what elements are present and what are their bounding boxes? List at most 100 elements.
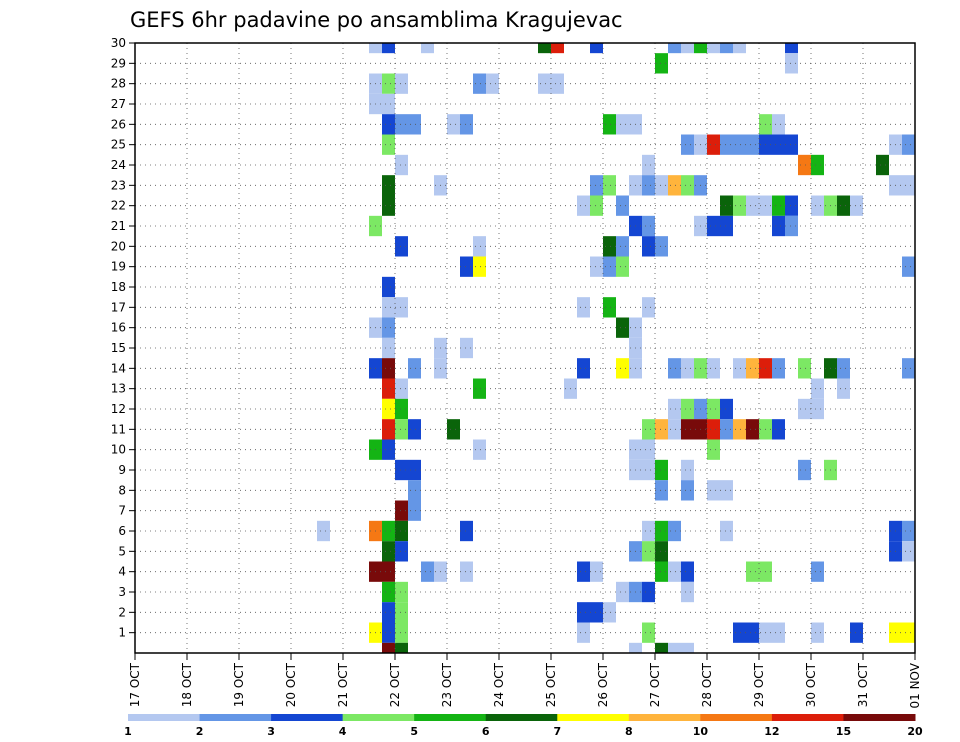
heatmap-cell — [642, 297, 655, 318]
heatmap-cell — [668, 43, 681, 54]
heatmap-cell — [395, 398, 408, 420]
colorbar-tick-label: 10 — [693, 725, 709, 738]
heatmap-cell — [642, 541, 655, 562]
y-tick-label: 20 — [111, 239, 126, 253]
x-tick-label: 26 OCT — [596, 662, 610, 707]
heatmap-cell — [733, 419, 746, 440]
heatmap-cell — [811, 398, 824, 420]
heatmap-cell — [902, 520, 915, 542]
heatmap-cell — [811, 154, 824, 176]
heatmap-cell — [577, 195, 590, 216]
heatmap-cell — [616, 195, 629, 216]
y-tick-label: 1 — [118, 626, 126, 640]
heatmap-cell — [798, 459, 811, 481]
heatmap-cell — [538, 73, 551, 94]
colorbar-swatch — [342, 714, 415, 721]
heatmap-cell — [382, 541, 395, 562]
heatmap-cell — [382, 398, 395, 420]
heatmap-cell — [798, 358, 811, 379]
heatmap-cell — [720, 419, 733, 440]
heatmap-cell — [382, 114, 395, 135]
colorbar-tick-label: 1 — [124, 725, 132, 738]
heatmap-cell — [577, 297, 590, 318]
x-tick-label: 19 OCT — [232, 662, 246, 707]
heatmap-cell — [720, 195, 733, 216]
heatmap-cell — [395, 459, 408, 481]
heatmap-cell — [707, 439, 720, 460]
heatmap-cell — [668, 358, 681, 379]
y-tick-label: 2 — [118, 605, 126, 619]
x-tick-label: 24 OCT — [492, 662, 506, 707]
heatmap-cell — [655, 520, 668, 542]
y-tick-label: 24 — [111, 158, 126, 172]
colorbar-tick-label: 7 — [553, 725, 561, 738]
heatmap-cell — [668, 398, 681, 420]
x-tick-label: 25 OCT — [544, 662, 558, 707]
heatmap-cell — [642, 520, 655, 542]
heatmap-cell — [382, 93, 395, 115]
heatmap-cell — [408, 419, 421, 440]
x-tick-label: 17 OCT — [128, 662, 142, 707]
heatmap-cell — [382, 561, 395, 582]
heatmap-cell — [707, 419, 720, 440]
x-axis: 17 OCT 18 OCT 19 OCT 20 OCT 21 OCT 22 OCT 23 O… — [128, 653, 922, 709]
heatmap-cell — [798, 398, 811, 420]
heatmap-cell — [395, 73, 408, 94]
heatmap-cell — [681, 358, 694, 379]
heatmap-cell — [902, 256, 915, 277]
heatmap-cell — [408, 114, 421, 135]
y-tick-label: 25 — [111, 138, 126, 152]
heatmap-cell — [642, 215, 655, 237]
heatmap-cell — [837, 358, 850, 379]
heatmap-cell — [408, 459, 421, 481]
y-tick-label: 4 — [118, 565, 126, 579]
x-tick-label: 29 OCT — [752, 662, 766, 707]
heatmap-cell — [395, 642, 408, 653]
heatmap-cell — [395, 114, 408, 135]
colorbar-tick-label: 12 — [764, 725, 779, 738]
heatmap-cell — [551, 73, 564, 94]
heatmap-cell — [616, 581, 629, 603]
chart-title: GEFS 6hr padavine po ansamblima Kragujev… — [130, 8, 623, 32]
y-tick-label: 18 — [111, 280, 126, 294]
x-tick-label: 01 NOV — [908, 662, 922, 708]
heatmap-cell — [382, 297, 395, 318]
colorbar-tick-label: 2 — [196, 725, 204, 738]
heatmap-cell — [473, 73, 486, 94]
heatmap-cell — [785, 134, 798, 155]
heatmap-cell — [681, 459, 694, 481]
heatmap-cell — [707, 215, 720, 237]
heatmap-cell — [460, 256, 473, 277]
y-tick-label: 23 — [111, 178, 126, 192]
heatmap-cell — [590, 602, 603, 623]
heatmap-cell — [460, 520, 473, 542]
colorbar-swatch — [771, 714, 844, 721]
heatmap-cell — [382, 358, 395, 379]
heatmap-cell — [785, 195, 798, 216]
y-tick-label: 19 — [111, 260, 126, 274]
colorbar-tick-label: 4 — [339, 725, 347, 738]
heatmap-cell — [733, 43, 746, 54]
heatmap-cell — [681, 134, 694, 155]
heatmap-cell — [395, 236, 408, 257]
heatmap-cell — [876, 154, 889, 176]
x-tick-label: 22 OCT — [388, 662, 402, 707]
y-tick-label: 10 — [111, 443, 126, 457]
heatmap-cell — [382, 602, 395, 623]
x-tick-label: 23 OCT — [440, 662, 454, 707]
heatmap-cell — [590, 43, 603, 54]
heatmap-cell — [720, 398, 733, 420]
colorbar-swatch — [628, 714, 701, 721]
heatmap-cell — [707, 134, 720, 155]
y-tick-label: 27 — [111, 97, 126, 111]
heatmap-cell — [681, 175, 694, 196]
colorbar-legend: 1 2 3 4 5 6 7 8 10 12 15 20 — [124, 714, 923, 738]
heatmap-cell — [681, 561, 694, 582]
heatmap-cell — [707, 358, 720, 379]
heatmap-cell — [772, 215, 785, 237]
heatmap-cell — [447, 114, 460, 135]
heatmap-cell — [720, 43, 733, 54]
heatmap-cell — [590, 256, 603, 277]
heatmap-cell — [707, 43, 720, 54]
heatmap-cell — [408, 500, 421, 521]
